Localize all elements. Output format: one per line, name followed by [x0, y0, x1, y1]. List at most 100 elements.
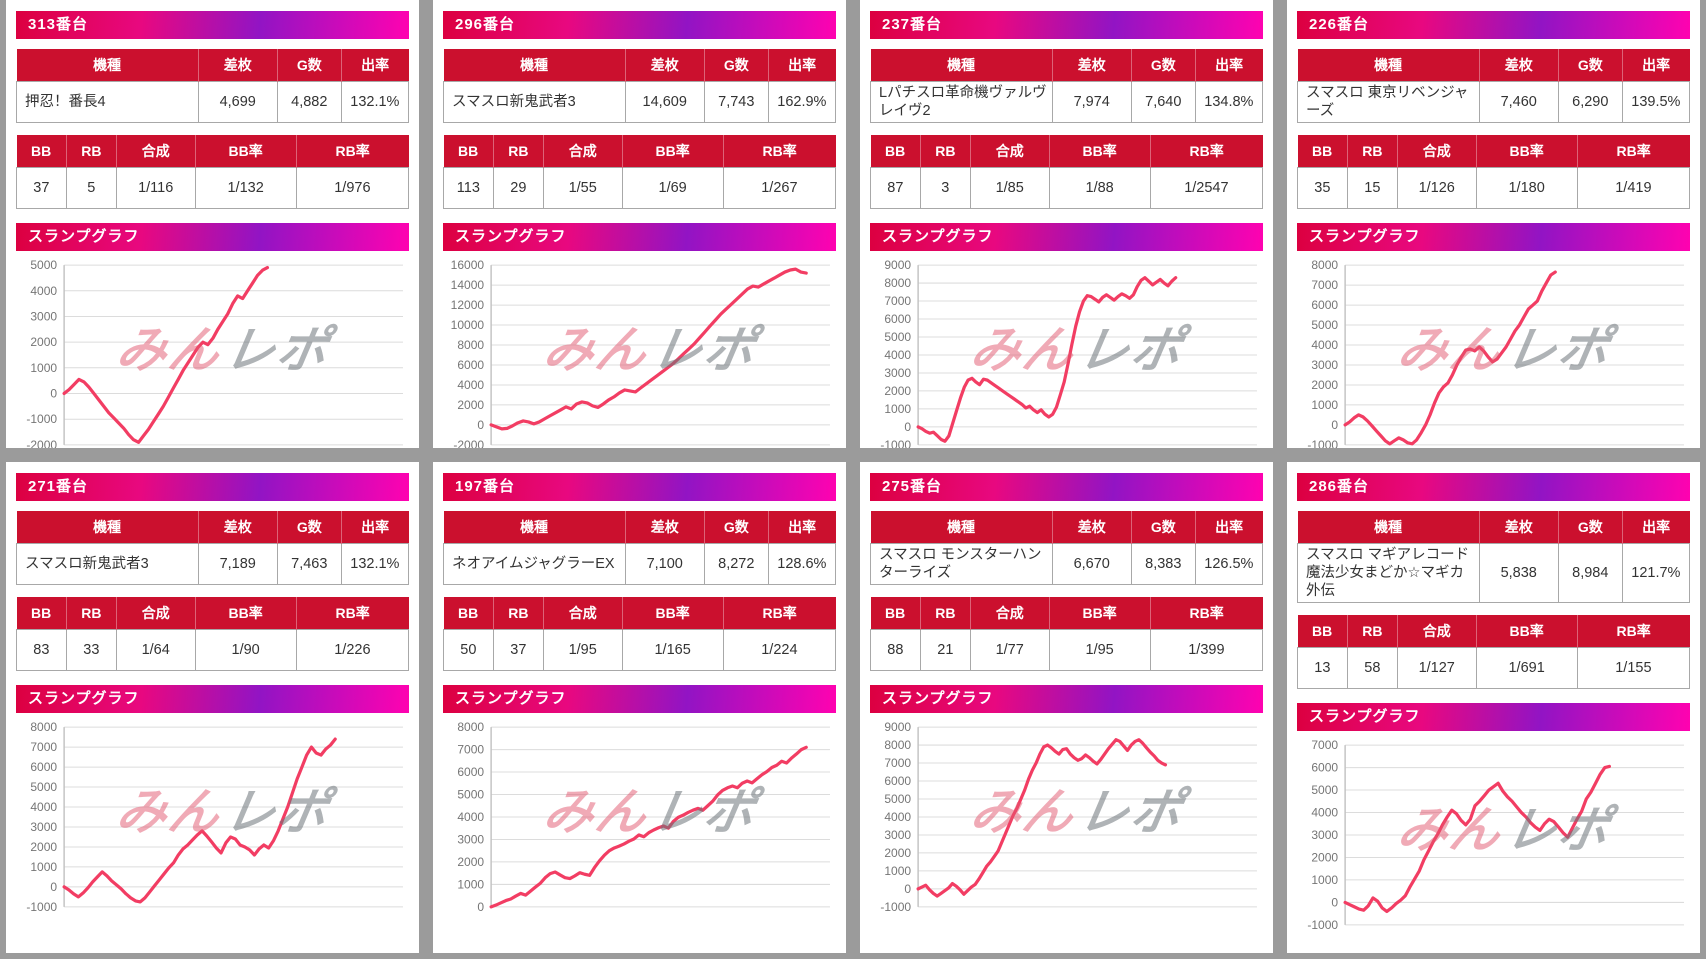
payout-rate-value: 132.1% [340, 543, 410, 585]
svg-text:5000: 5000 [884, 792, 911, 806]
bonus-header-row: BB RB 合成 BB率 RB率 [443, 597, 836, 630]
col-bb-rate: BB率 [1049, 597, 1151, 630]
machine-panel[interactable]: 271番台 機種 差枚 G数 出率 スマスロ新鬼武者3 7,189 7,463 … [6, 462, 419, 953]
stats-header-row: 機種 差枚 G数 出率 [16, 511, 409, 544]
svg-text:0: 0 [477, 900, 484, 914]
col-bb: BB [16, 597, 67, 630]
stats-header-row: 機種 差枚 G数 出率 [1297, 49, 1690, 82]
diff-medals-value: 14,609 [624, 81, 705, 123]
diff-medals-value: 7,100 [624, 543, 705, 585]
svg-text:3000: 3000 [1311, 828, 1338, 842]
svg-text:9000: 9000 [884, 720, 911, 734]
col-rb-rate: RB率 [296, 135, 409, 168]
bonus-stats-table: BB RB 合成 BB率 RB率 13 58 1/127 1/691 1/155 [1297, 615, 1691, 690]
svg-text:2000: 2000 [30, 335, 57, 349]
col-combined: 合成 [116, 135, 196, 168]
svg-text:5000: 5000 [1311, 318, 1338, 332]
svg-text:1000: 1000 [1311, 398, 1338, 412]
game-count-value: 6,290 [1557, 80, 1623, 124]
col-combined: 合成 [1397, 135, 1477, 168]
bonus-header-row: BB RB 合成 BB率 RB率 [870, 135, 1263, 168]
svg-text:6000: 6000 [884, 774, 911, 788]
rb-count-value: 5 [65, 167, 117, 209]
col-bb-rate: BB率 [1476, 135, 1578, 168]
machine-panel[interactable]: 313番台 機種 差枚 G数 出率 押忍！番長4 4,699 4,882 132… [6, 0, 419, 448]
machine-panel[interactable]: 275番台 機種 差枚 G数 出率 スマスロ モンスターハンターライズ 6,67… [860, 462, 1273, 953]
unit-number-header: 226番台 [1297, 11, 1690, 39]
unit-number-header: 271番台 [16, 473, 409, 501]
game-count-value: 7,743 [703, 81, 769, 123]
bonus-stats-table: BB RB 合成 BB率 RB率 35 15 1/126 1/180 1/419 [1297, 135, 1691, 210]
bonus-value-row: 113 29 1/55 1/69 1/267 [443, 167, 837, 209]
svg-text:16000: 16000 [451, 258, 485, 272]
svg-text:6000: 6000 [1311, 298, 1338, 312]
svg-text:4000: 4000 [1311, 806, 1338, 820]
diff-medals-value: 5,838 [1478, 542, 1559, 604]
bb-rate-value: 1/180 [1475, 167, 1578, 210]
svg-text:4000: 4000 [457, 378, 484, 392]
col-diff-medals: 差枚 [625, 49, 705, 82]
svg-text:6000: 6000 [457, 765, 484, 779]
col-diff-medals: 差枚 [198, 511, 278, 544]
slump-graph-title: スランプグラフ [882, 690, 994, 708]
game-count-value: 8,272 [703, 543, 769, 585]
bonus-value-row: 50 37 1/95 1/165 1/224 [443, 629, 837, 671]
col-bb-rate: BB率 [1049, 135, 1151, 168]
col-bb: BB [443, 597, 494, 630]
machine-name: スマスロ新鬼武者3 [16, 543, 199, 585]
svg-text:3000: 3000 [30, 820, 57, 834]
col-machine-type: 機種 [1297, 511, 1480, 544]
machine-panel[interactable]: 197番台 機種 差枚 G数 出率 ネオアイムジャグラーEX 7,100 8,2… [433, 462, 846, 953]
bb-rate-value: 1/88 [1048, 167, 1151, 210]
slump-graph-header: スランプグラフ [870, 223, 1263, 252]
machine-stats-table: 機種 差枚 G数 出率 押忍！番長4 4,699 4,882 132.1% [16, 49, 410, 123]
svg-text:2000: 2000 [457, 398, 484, 412]
svg-text:3000: 3000 [1311, 358, 1338, 372]
col-bb: BB [870, 135, 921, 168]
diff-medals-value: 7,189 [197, 543, 278, 585]
combined-rate-value: 1/127 [1396, 647, 1477, 690]
slump-graph: 8000 7000 6000 5000 4000 3000 2000 1000 0 みんレポ [443, 719, 836, 921]
bb-count-value: 37 [16, 167, 67, 209]
stats-header-row: 機種 差枚 G数 出率 [443, 511, 836, 544]
svg-text:3000: 3000 [884, 366, 911, 380]
slump-graph-title: スランプグラフ [28, 690, 140, 707]
bonus-header-row: BB RB 合成 BB率 RB率 [443, 135, 836, 168]
col-bb-rate: BB率 [195, 597, 297, 630]
col-payout-rate: 出率 [1195, 511, 1263, 544]
svg-text:1000: 1000 [457, 877, 484, 891]
machine-stats-table: 機種 差枚 G数 出率 Lパチスロ革命機ヴァルヴレイヴ2 7,974 7,640… [870, 49, 1264, 124]
stats-header-row: 機種 差枚 G数 出率 [870, 511, 1263, 544]
svg-text:7000: 7000 [1311, 738, 1338, 752]
svg-text:5000: 5000 [1311, 783, 1338, 797]
stats-value-row: スマスロ新鬼武者3 14,609 7,743 162.9% [443, 81, 837, 123]
machine-panel[interactable]: 286番台 機種 差枚 G数 出率 スマスロ マギアレコード 魔法少女まどか☆マ… [1287, 462, 1700, 953]
svg-text:3000: 3000 [884, 828, 911, 842]
slump-graph-canvas: 8000 7000 6000 5000 4000 3000 2000 1000 0 -1000 [1297, 257, 1690, 448]
svg-text:0: 0 [50, 880, 57, 894]
svg-text:-2000: -2000 [453, 438, 484, 448]
svg-text:9000: 9000 [884, 258, 911, 272]
machine-name: Lパチスロ革命機ヴァルヴレイヴ2 [870, 80, 1053, 124]
unit-number-header: 237番台 [870, 11, 1263, 39]
bonus-stats-table: BB RB 合成 BB率 RB率 113 29 1/55 1/69 1/267 [443, 135, 837, 209]
slump-graph: 7000 6000 5000 4000 3000 2000 1000 0 -1000 みんレポ [1297, 737, 1690, 939]
slump-graph-header: スランプグラフ [443, 685, 836, 713]
machine-panel[interactable]: 237番台 機種 差枚 G数 出率 Lパチスロ革命機ヴァルヴレイヴ2 7,974… [860, 0, 1273, 448]
bb-count-value: 83 [16, 629, 67, 671]
svg-text:12000: 12000 [451, 298, 485, 312]
svg-text:7000: 7000 [1311, 278, 1338, 292]
machine-panel[interactable]: 226番台 機種 差枚 G数 出率 スマスロ 東京リベンジャーズ 7,460 6… [1287, 0, 1700, 448]
stats-value-row: 押忍！番長4 4,699 4,882 132.1% [16, 81, 410, 123]
machine-panel[interactable]: 296番台 機種 差枚 G数 出率 スマスロ新鬼武者3 14,609 7,743… [433, 0, 846, 448]
col-rb: RB [493, 597, 544, 630]
unit-number-header: 296番台 [443, 11, 836, 39]
bonus-stats-table: BB RB 合成 BB率 RB率 88 21 1/77 1/95 1/399 [870, 597, 1264, 672]
bb-count-value: 50 [443, 629, 494, 671]
rb-rate-value: 1/399 [1149, 629, 1264, 672]
col-combined: 合成 [1397, 615, 1477, 648]
col-bb: BB [870, 597, 921, 630]
rb-count-value: 15 [1346, 167, 1398, 210]
svg-text:8000: 8000 [457, 720, 484, 734]
rb-rate-value: 1/267 [722, 167, 837, 209]
